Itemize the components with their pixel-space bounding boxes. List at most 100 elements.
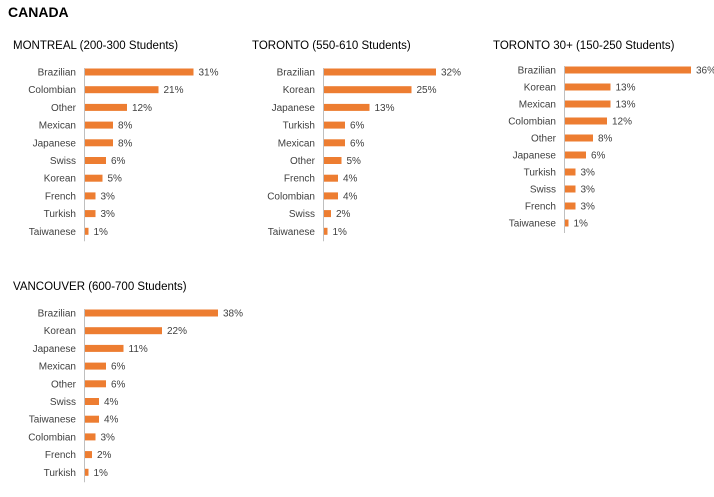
- bar: [85, 415, 99, 423]
- chart-title: VANCOUVER (600-700 Students): [13, 281, 187, 293]
- bar: [324, 139, 345, 147]
- category-label: Turkish: [283, 121, 315, 132]
- data-label: 12%: [612, 117, 632, 128]
- data-label: 6%: [111, 379, 126, 390]
- data-label: 2%: [97, 450, 112, 461]
- bar: [85, 451, 92, 459]
- bar: [565, 185, 576, 193]
- chart-title: TORONTO 30+ (150-250 Students): [493, 40, 675, 52]
- data-label: 3%: [101, 191, 116, 202]
- category-label: Colombian: [28, 432, 76, 443]
- data-label: 2%: [336, 209, 351, 220]
- bar: [85, 121, 113, 129]
- data-label: 31%: [199, 68, 219, 79]
- bar: [85, 468, 89, 476]
- data-label: 38%: [223, 309, 243, 320]
- data-label: 3%: [581, 168, 596, 179]
- chart-toronto-30plus: TORONTO 30+ (150-250 Students) Brazilian…: [488, 40, 714, 255]
- category-label: Brazilian: [518, 66, 556, 77]
- bar: [85, 309, 218, 317]
- category-label: Other: [51, 103, 77, 114]
- category-label: Mexican: [519, 100, 556, 111]
- bar: [85, 227, 89, 235]
- data-label: 3%: [101, 209, 116, 220]
- bar: [324, 103, 370, 111]
- bar: [85, 68, 194, 76]
- category-label: Colombian: [267, 191, 315, 202]
- chart-title: MONTREAL (200-300 Students): [13, 40, 179, 52]
- bar: [85, 86, 159, 94]
- data-label: 8%: [118, 121, 133, 132]
- category-label: Other: [290, 156, 316, 167]
- bar: [85, 210, 96, 218]
- data-label: 6%: [111, 362, 126, 373]
- bar: [324, 192, 338, 200]
- bar: [324, 174, 338, 182]
- data-label: 3%: [101, 432, 116, 443]
- category-label: Japanese: [272, 103, 316, 114]
- data-label: 32%: [441, 68, 461, 79]
- category-label: Taiwanese: [29, 227, 77, 238]
- bar: [324, 121, 345, 129]
- category-label: Swiss: [289, 209, 315, 220]
- bar: [85, 139, 113, 147]
- category-label: Japanese: [33, 344, 77, 355]
- category-label: Korean: [44, 174, 76, 185]
- bar: [85, 157, 106, 164]
- data-label: 1%: [574, 219, 589, 230]
- category-label: Taiwanese: [268, 227, 316, 238]
- data-label: 3%: [581, 185, 596, 196]
- category-label: Colombian: [508, 117, 556, 128]
- bar: [85, 103, 127, 111]
- data-label: 11%: [129, 344, 148, 355]
- bar: [85, 344, 124, 352]
- bar: [565, 134, 593, 142]
- category-label: Mexican: [39, 362, 76, 373]
- category-label: Swiss: [50, 397, 76, 408]
- data-label: 4%: [104, 397, 119, 408]
- data-label: 13%: [375, 103, 395, 114]
- bar: [324, 86, 412, 94]
- data-label: 1%: [94, 468, 109, 479]
- data-label: 1%: [94, 227, 109, 238]
- data-label: 8%: [118, 138, 133, 149]
- bar: [565, 100, 611, 108]
- chart-vancouver: VANCOUVER (600-700 Students) Brazilian 38…: [8, 281, 243, 496]
- bar: [85, 327, 162, 335]
- bar: [324, 157, 342, 164]
- bar: [85, 380, 106, 388]
- bar: [324, 68, 436, 76]
- data-label: 4%: [343, 191, 358, 202]
- bar: [565, 168, 576, 176]
- bar-chart-svg: Brazilian 36% Korean 13% Mexican 13% Colombian…: [508, 66, 714, 233]
- data-label: 22%: [167, 326, 187, 337]
- bar: [565, 117, 607, 125]
- category-label: Taiwanese: [509, 219, 557, 230]
- bar: [85, 433, 96, 441]
- category-label: Japanese: [513, 151, 557, 162]
- category-label: Brazilian: [38, 68, 76, 79]
- category-label: Turkish: [524, 168, 556, 179]
- bar: [565, 66, 691, 74]
- category-label: French: [525, 202, 556, 213]
- category-label: Korean: [524, 83, 556, 94]
- category-label: Colombian: [28, 85, 76, 96]
- category-label: Korean: [44, 326, 76, 337]
- data-label: 5%: [347, 156, 362, 167]
- data-label: 13%: [616, 100, 636, 111]
- bar: [85, 398, 99, 405]
- bar-chart-svg: Brazilian 32% Korean 25% Japanese 13% Turkish 6…: [267, 68, 461, 242]
- category-label: French: [45, 191, 76, 202]
- category-label: Brazilian: [38, 309, 76, 320]
- bar: [565, 83, 611, 91]
- bar: [565, 151, 586, 159]
- category-label: Mexican: [39, 121, 76, 132]
- category-label: Swiss: [530, 185, 556, 196]
- data-label: 6%: [591, 151, 606, 162]
- category-label: Turkish: [44, 209, 76, 220]
- data-label: 21%: [164, 85, 184, 96]
- data-label: 36%: [696, 66, 714, 77]
- category-label: Korean: [283, 85, 315, 96]
- data-label: 1%: [333, 227, 348, 238]
- page-title: CANADA: [8, 4, 69, 20]
